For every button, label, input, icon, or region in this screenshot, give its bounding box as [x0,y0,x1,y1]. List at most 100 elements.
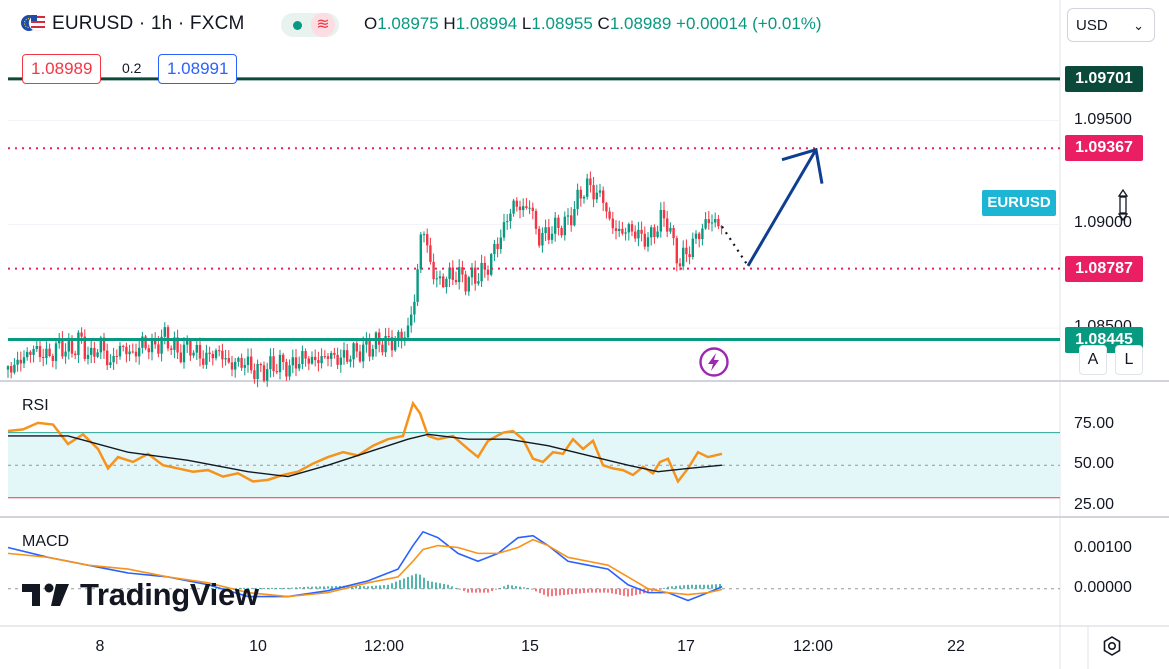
candle-body [678,263,682,267]
macd-histogram-bar [511,585,513,589]
candle-body [390,337,394,351]
candle-body [685,247,688,255]
candle-body [349,359,352,362]
market-status-pill[interactable]: ≋ [281,13,339,37]
macd-histogram-bar [687,584,689,589]
settings-gear-icon[interactable] [1100,634,1124,658]
rsi-signal-line [8,433,723,478]
candle-body [701,228,704,240]
candle-body [74,353,77,356]
candle-body [464,274,467,292]
candle-body [54,343,58,361]
macd-histogram-bar [323,586,325,589]
candle-body [410,314,413,326]
macd-histogram-bar [239,587,241,589]
macd-histogram-bar [495,588,497,590]
axis-drag-handle-icon[interactable] [1112,188,1134,222]
macd-histogram-bar [591,588,593,593]
macd-histogram-bar [543,588,545,595]
macd-histogram-bar [235,587,237,589]
symbol-title[interactable]: EURUSD · 1h · FXCM [52,13,245,34]
macd-histogram-bar [695,584,697,589]
candle-body [224,358,227,360]
candle-body [637,229,640,239]
market-open-dot-icon [293,21,302,30]
candle-body [579,189,582,199]
candle-body [371,348,374,357]
candle-body [522,206,525,211]
candle-body [179,352,182,363]
candle-body [323,356,326,358]
candle-body [547,227,550,240]
candle-body [518,206,522,211]
macd-histogram-bar [315,586,317,589]
tradingview-logo: TradingView [22,577,259,613]
price-tick-label: 1.09500 [1074,110,1132,128]
macd-histogram-bar [331,586,333,589]
projection-arrowhead [781,147,824,184]
log-scale-button[interactable]: L [1115,345,1143,375]
macd-histogram-bar [619,588,621,595]
candle-body [288,365,291,377]
macd-histogram-bar [571,588,573,595]
candle-body [630,224,634,232]
candle-body [112,355,115,363]
macd-histogram-bar [587,588,589,593]
candle-body [525,206,528,209]
candle-body [198,344,202,359]
macd-tick-label: 0.00000 [1074,578,1132,596]
candle-body [486,269,490,275]
candle-body [640,229,643,234]
candle-body [458,267,461,283]
candle-body [509,213,512,222]
buy-price-button[interactable]: 1.08991 [158,54,238,84]
macd-histogram-bar [367,586,369,589]
candle-body [506,221,509,223]
candle-body [550,233,554,240]
candle-body [355,343,358,352]
candle-body [10,366,13,373]
candle-body [454,279,458,283]
candle-body [42,357,45,359]
currency-value: USD [1076,17,1108,34]
macd-histogram-bar [411,575,413,589]
low-value: 1.08955 [531,14,593,33]
macd-histogram-bar [459,588,461,590]
flash-icon[interactable] [698,346,730,378]
candle-body [365,340,368,345]
candle-body [602,190,605,203]
candle-body [554,217,557,234]
candle-body [157,344,160,354]
macd-histogram-bar [539,588,541,594]
macd-histogram-bar [435,582,437,589]
candle-body [634,231,637,239]
macd-histogram-bar [223,587,225,589]
candle-body [278,354,282,373]
sell-price-button[interactable]: 1.08989 [22,54,102,84]
candle-body [451,267,454,280]
macd-histogram-bar [711,584,713,589]
candle-body [611,218,614,229]
candle-body [512,200,515,214]
currency-select[interactable]: USD ⌄ [1067,8,1155,42]
candle-body [93,347,96,357]
auto-scale-button[interactable]: A [1079,345,1107,375]
candle-body [461,267,464,275]
candle-body [563,216,566,236]
candle-body [80,332,83,337]
macd-histogram-bar [359,586,361,589]
macd-histogram-bar [603,588,605,593]
high-label: H [443,14,456,33]
macd-histogram-bar [599,588,601,593]
candle-body [285,361,288,377]
candle-body [570,215,573,226]
candle-body [541,233,544,246]
candle-body [70,340,74,354]
candle-body [406,325,410,338]
macd-histogram-bar [335,586,337,589]
rsi-tick-label: 75.00 [1074,414,1115,432]
macd-histogram-bar [363,586,365,589]
macd-histogram-bar [663,587,665,589]
candle-body [627,224,630,233]
